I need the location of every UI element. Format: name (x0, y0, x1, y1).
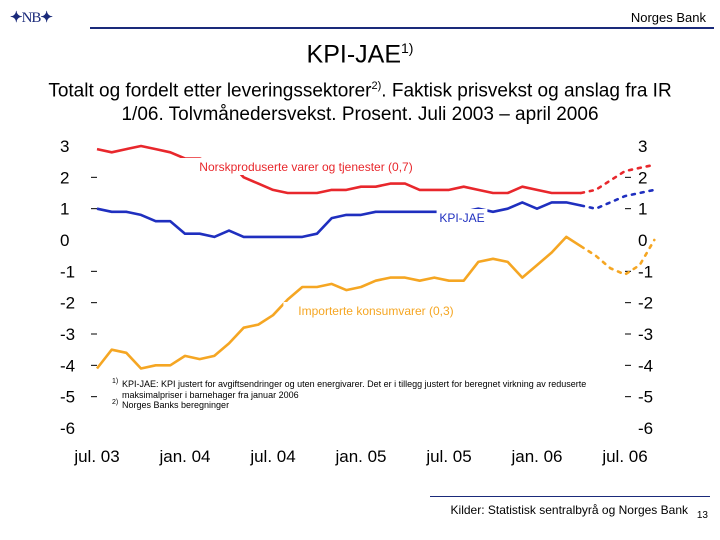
x-tick-label: jul. 03 (73, 447, 119, 466)
series-import-forecast (579, 238, 656, 276)
x-tick-label: jan. 06 (510, 447, 562, 466)
annotation-kpi: KPI-JAE (439, 211, 484, 225)
series-norsk-actual (96, 144, 581, 195)
y-tick-label-left: -3 (60, 325, 75, 344)
subtitle-part2: . Faktisk prisvekst og anslag fra IR 1/0… (121, 80, 672, 126)
source-text: Kilder: Statistisk sentralbyrå og Norges… (450, 503, 688, 517)
series-kpi-forecast (579, 188, 656, 211)
chart-title-sup: 1) (401, 40, 414, 56)
y-tick-label-left: 2 (60, 168, 69, 187)
footnote-1-marker: 1) (112, 378, 119, 385)
x-tick-label: jul. 05 (425, 447, 471, 466)
annotation-bg-norsk (175, 158, 437, 175)
chart-title-text: KPI-JAE (306, 40, 402, 69)
footnote-2-marker: 2) (112, 399, 119, 406)
y-tick-label-left: 3 (60, 137, 69, 156)
series-import-actual (95, 235, 582, 370)
chart-subtitle: Totalt og fordelt etter leveringssektore… (40, 74, 680, 127)
x-tick-label: jan. 04 (158, 447, 210, 466)
chart-labels: Norskproduserte varer og tjenester (0,7)… (175, 158, 488, 319)
x-tick-label: jan. 05 (334, 447, 386, 466)
y-tick-label-right: -2 (638, 294, 653, 313)
y-tick-label-right: 1 (638, 200, 647, 219)
subtitle-sup: 2) (371, 80, 382, 92)
x-tick-label: jul. 04 (249, 447, 295, 466)
y-tick-label-right: -4 (638, 356, 653, 375)
y-tick-label-left: -5 (60, 388, 75, 407)
logo-text: NB (21, 10, 42, 26)
chart-title: KPI-JAE1) (0, 40, 720, 69)
annotation-bg-kpi (436, 209, 488, 226)
header-divider (90, 27, 714, 29)
y-tick-label-left: -4 (60, 356, 75, 375)
norges-bank-logo: ✦NB✦ (10, 10, 53, 26)
annotation-norsk: Norskproduserte varer og tjenester (0,7) (199, 160, 412, 174)
y-tick-label-right: -3 (638, 325, 653, 344)
y-tick-label-right: -5 (638, 388, 653, 407)
footnote-1: 1) KPI-JAE: KPI justert for avgiftsendrin… (112, 378, 592, 400)
chart-series (95, 144, 656, 370)
chart-axes: 3 3 2 2 1 1 0 0 -1 -1 -2 -2 -3 -3 -4 -4 -5 -5 -6 -6 jul. 03 j… (60, 137, 653, 466)
y-tick-label-left: 0 (60, 231, 69, 250)
y-tick-label-left: -2 (60, 294, 75, 313)
y-tick-label-right: -6 (638, 419, 653, 438)
y-tick-label-right: 3 (638, 137, 647, 156)
y-tick-label-right: -1 (638, 262, 653, 281)
y-tick-label-left: -6 (60, 419, 75, 438)
series-kpi-actual (96, 201, 582, 239)
footnote-1-text: KPI-JAE: KPI justert for avgiftsendringe… (122, 379, 587, 400)
subtitle-part1: Totalt og fordelt etter leveringssektore… (48, 80, 372, 102)
y-tick-label-right: 0 (638, 231, 647, 250)
y-tick-label-left: -1 (60, 262, 75, 281)
x-tick-label: jul. 06 (601, 447, 647, 466)
annotation-import: Importerte konsumvarer (0,3) (298, 304, 453, 318)
series-norsk-forecast (579, 163, 656, 195)
page-number: 13 (696, 510, 708, 521)
y-tick-label-left: 1 (60, 200, 69, 219)
footnote-2: 2) Norges Banks beregninger (112, 399, 592, 411)
y-tick-label-right: 2 (638, 168, 647, 187)
footnotes: 1) KPI-JAE: KPI justert for avgiftsendrin… (112, 378, 592, 411)
org-name: Norges Bank (630, 10, 706, 25)
footnote-2-text: Norges Banks beregninger (122, 400, 230, 410)
annotation-bg-import (283, 302, 469, 319)
footer-divider (430, 496, 710, 497)
